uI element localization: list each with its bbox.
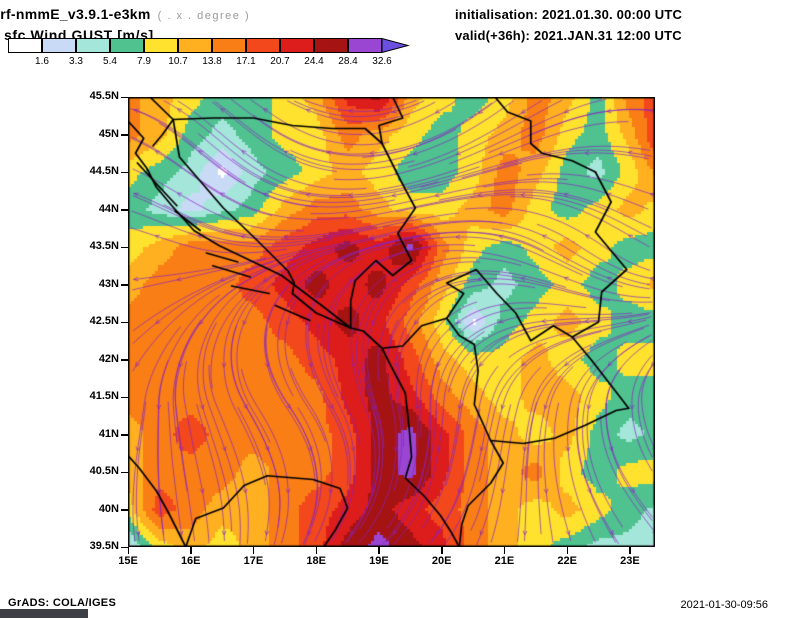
lon-tick-label: 21E [494,555,515,567]
valid-time-label: valid(+36h): 2021.JAN.31 12:00 UTC [455,28,682,43]
lon-tick [252,547,255,554]
lat-tick [121,396,128,398]
lat-tick-label: 41.5N [89,390,119,402]
lon-tick [629,547,631,554]
colorbar-segment [42,38,76,53]
lat-tick [121,509,128,511]
lon-tick-label: 18E [306,555,326,567]
lon-tick-label: 20E [431,555,452,567]
lat-tick [121,171,128,173]
lat-tick [121,96,128,98]
lon-tick-label: 16E [180,555,201,567]
colorbar-segment [280,38,314,53]
colorbar-label: 7.9 [137,56,151,67]
lon-tick-label: 17E [243,555,264,567]
screen-artifact-bar [0,609,88,618]
colorbar-segment [110,38,144,53]
init-time-label: initialisation: 2021.01.30. 00:00 UTC [455,7,683,22]
colorbar-label: 5.4 [103,56,117,67]
lat-tick-label: 44N [98,202,119,215]
lon-tick-label: 19E [369,555,389,567]
lat-tick [121,209,128,211]
lon-tick-label: 22E [557,555,577,567]
lon-tick [127,547,129,554]
lat-tick [121,434,128,436]
lon-tick [378,547,380,554]
lat-tick-label: 43.5N [89,240,119,252]
colorbar-segment [314,38,348,53]
colorbar-label: 28.4 [338,56,358,67]
lat-tick [121,546,128,548]
creation-timestamp: 2021-01-30-09:56 [680,599,768,611]
lat-tick-label: 45N [98,127,119,140]
colorbar-label: 32.6 [372,56,392,67]
map-canvas [128,97,655,547]
grads-credit: GrADS: COLA/IGES [8,597,117,609]
lat-tick [121,359,128,361]
lat-tick-label: 41N [98,427,119,440]
lat-tick-label: 40N [98,502,119,515]
lat-tick [121,246,128,248]
model-name: wrf-nmmE_v3.9.1-e3km [0,6,151,22]
colorbar-segment [144,38,178,53]
lon-tick [503,547,506,554]
colorbar-segment [212,38,246,53]
lat-tick-label: 44.5N [89,165,119,177]
lon-tick-label: 15E [118,555,138,567]
lat-tick [121,471,128,473]
colorbar-segment [246,38,280,53]
colorbar-label: 1.6 [35,56,49,67]
lat-tick [121,321,128,323]
model-title-row: wrf-nmmE_v3.9.1-e3km ( . x . degree ) [0,6,250,24]
lat-tick-label: 43N [98,277,119,290]
colorbar-label: 17.1 [236,56,256,67]
colorbar-label: 10.7 [168,56,188,67]
colorbar-label: 13.8 [202,56,222,67]
model-resolution-note: ( . x . degree ) [157,10,251,22]
colorbar-segment [178,38,212,53]
colorbar-arrow [381,37,410,54]
lon-tick [441,547,443,554]
colorbar-label: 20.7 [270,56,290,67]
lat-tick-label: 40.5N [89,465,119,477]
lat-tick [121,284,128,286]
lat-tick [121,134,128,136]
colorbar-segment [8,38,42,53]
map-plot-area [128,97,655,547]
lon-tick [566,547,569,554]
colorbar-segment [76,38,110,53]
lat-tick-label: 39.5N [89,540,119,552]
lon-tick [315,547,318,554]
colorbar-label: 24.4 [304,56,324,67]
colorbar-label: 3.3 [69,56,83,67]
lat-tick-label: 42N [98,352,119,365]
lat-tick-label: 42.5N [89,315,119,327]
lon-tick-label: 23E [620,555,640,567]
lat-tick-label: 45.5N [89,90,119,102]
colorbar-segment [348,38,382,53]
lon-tick [190,547,192,554]
